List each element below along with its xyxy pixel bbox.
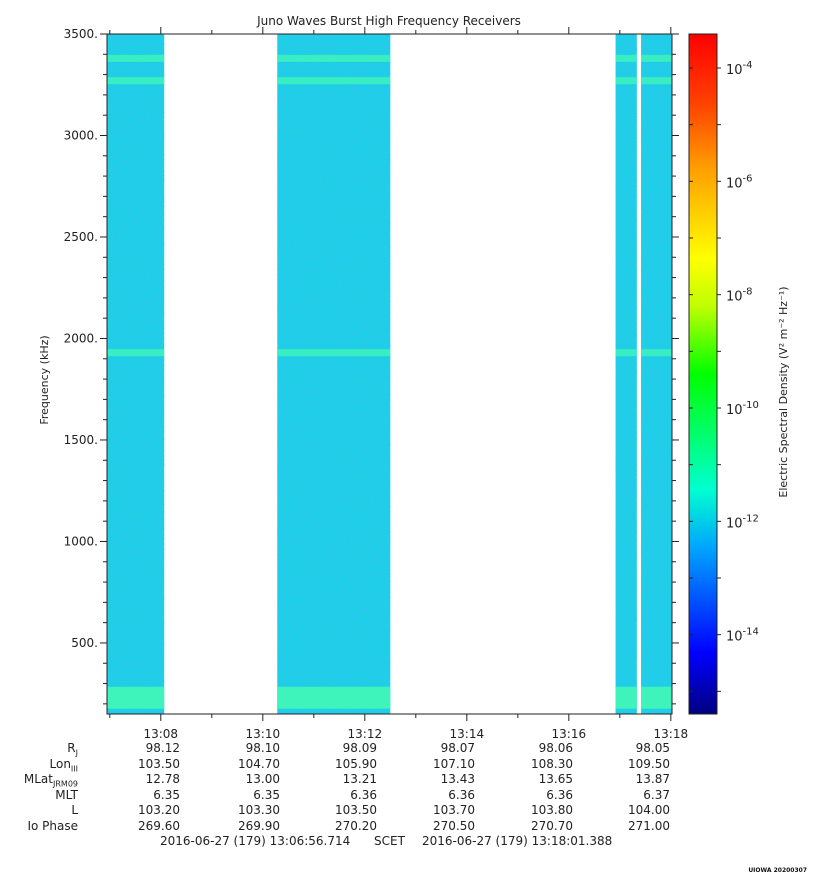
emission-band bbox=[107, 54, 165, 62]
data-block bbox=[107, 34, 165, 714]
ephemeris-label: MLatJRM09 bbox=[23, 772, 78, 789]
ephemeris-value: 6.35 bbox=[153, 787, 180, 802]
ephemeris-value: 103.30 bbox=[238, 803, 280, 817]
scet-label: SCET bbox=[374, 834, 405, 848]
emission-band bbox=[641, 54, 672, 62]
x-tick-label: 13:16 bbox=[552, 727, 587, 741]
ephemeris-label: Io Phase bbox=[27, 818, 78, 833]
colorbar-tick-label: 10-6 bbox=[726, 173, 753, 191]
x-axis: 13:08 13:10 13:12 13:14 13:16 13:18 bbox=[109, 27, 689, 741]
colorbar-label: Electric Spectral Density (V² m⁻² Hz⁻¹) bbox=[777, 286, 790, 497]
y-axis: 500. 1000. 1500. 2000. 2500. 3000. 3500. bbox=[64, 27, 679, 705]
ephemeris-value: 98.09 bbox=[342, 741, 377, 755]
ephemeris-value: 98.06 bbox=[538, 741, 573, 755]
emission-band bbox=[615, 686, 637, 709]
ephemeris-label: MLT bbox=[55, 787, 78, 802]
plot-frame bbox=[106, 33, 673, 715]
ephemeris-value: 104.00 bbox=[628, 803, 670, 817]
x-tick-label: 13:14 bbox=[450, 727, 485, 741]
ephemeris-value: 6.35 bbox=[253, 787, 280, 802]
colorbar-tick-label: 10-8 bbox=[726, 287, 753, 305]
emission-band bbox=[615, 77, 637, 85]
ephemeris-value: 13.65 bbox=[538, 772, 573, 786]
emission-band bbox=[615, 349, 637, 357]
emission-band bbox=[107, 77, 165, 85]
ephemeris-value: 103.80 bbox=[531, 803, 573, 817]
colorbar-tick-label: 10-4 bbox=[726, 60, 753, 78]
y-tick-label: 1000. bbox=[64, 534, 98, 548]
data-block bbox=[277, 34, 391, 714]
ephemeris-value: 270.70 bbox=[531, 818, 573, 833]
spectrogram-data bbox=[107, 34, 672, 714]
x-tick-label: 13:08 bbox=[143, 727, 178, 741]
colorbar-axis: 10-4 10-6 10-8 10-10 10-12 10-14 bbox=[689, 60, 759, 692]
scet-end: 2016-06-27 (179) 13:18:01.388 bbox=[422, 834, 613, 848]
emission-band bbox=[277, 77, 391, 85]
ephemeris-value: 98.12 bbox=[145, 741, 180, 755]
ephemeris-value: 104.70 bbox=[238, 756, 280, 771]
ephemeris-value: 108.30 bbox=[531, 756, 573, 771]
ephemeris-value: 6.36 bbox=[546, 787, 573, 802]
emission-band bbox=[641, 686, 672, 709]
ephemeris-value: 13.43 bbox=[440, 772, 475, 786]
ephemeris-label: RJ bbox=[67, 741, 78, 758]
ephemeris-value: 98.05 bbox=[635, 741, 670, 755]
colorbar-tick-label: 10-14 bbox=[726, 627, 759, 645]
ephemeris-value: 271.00 bbox=[628, 818, 670, 833]
y-tick-label: 500. bbox=[71, 636, 98, 650]
ephemeris-label: L bbox=[71, 803, 78, 817]
credit-label: UIOWA 20200307 bbox=[748, 867, 807, 874]
y-tick-label: 2500. bbox=[64, 230, 98, 244]
x-tick-label: 13:12 bbox=[348, 727, 383, 741]
colorbar-tick-label: 10-10 bbox=[726, 400, 759, 418]
ephemeris-value: 6.36 bbox=[350, 787, 377, 802]
emission-band bbox=[615, 54, 637, 62]
data-block bbox=[615, 34, 637, 714]
y-tick-label: 2000. bbox=[64, 331, 98, 345]
ephemeris-value: 269.60 bbox=[138, 818, 180, 833]
ephemeris-value: 105.90 bbox=[335, 756, 377, 771]
y-tick-label: 1500. bbox=[64, 433, 98, 447]
ephemeris-value: 13.00 bbox=[245, 772, 280, 786]
ephemeris-value: 269.90 bbox=[238, 818, 280, 833]
emission-band bbox=[277, 349, 391, 357]
ephemeris-value: 12.78 bbox=[145, 772, 180, 786]
y-tick-label: 3000. bbox=[64, 128, 98, 142]
x-tick-label: 13:10 bbox=[246, 727, 281, 741]
ephemeris-value: 6.37 bbox=[643, 787, 670, 802]
ephemeris-value: 103.50 bbox=[335, 803, 377, 817]
emission-band bbox=[641, 77, 672, 85]
colorbar bbox=[688, 33, 718, 715]
ephemeris-value: 98.07 bbox=[440, 741, 475, 755]
emission-band bbox=[641, 349, 672, 357]
ephemeris-value: 107.10 bbox=[433, 756, 475, 771]
scet-start: 2016-06-27 (179) 13:06:56.714 bbox=[160, 834, 351, 848]
ephemeris-value: 270.50 bbox=[433, 818, 475, 833]
ephemeris-value: 13.21 bbox=[342, 772, 377, 786]
data-block bbox=[641, 34, 672, 714]
chart-title: Juno Waves Burst High Frequency Receiver… bbox=[256, 14, 521, 28]
y-tick-label: 3500. bbox=[64, 27, 98, 41]
colorbar-tick-label: 10-12 bbox=[726, 513, 759, 531]
emission-band bbox=[277, 686, 391, 709]
emission-band bbox=[107, 686, 165, 709]
ephemeris-value: 103.50 bbox=[138, 756, 180, 771]
ephemeris-value: 109.50 bbox=[628, 756, 670, 771]
ephemeris-label: LonIII bbox=[49, 756, 79, 773]
ephemeris-value: 6.36 bbox=[448, 787, 475, 802]
ephemeris-value: 103.20 bbox=[138, 803, 180, 817]
ephemeris-value: 103.70 bbox=[433, 803, 475, 817]
emission-band bbox=[107, 349, 165, 357]
emission-band bbox=[277, 54, 391, 62]
ephemeris-value: 13.87 bbox=[635, 772, 670, 786]
x-tick-label: 13:18 bbox=[654, 727, 689, 741]
y-axis-label: Frequency (kHz) bbox=[38, 335, 51, 424]
ephemeris-value: 270.20 bbox=[335, 818, 377, 833]
ephemeris-value: 98.10 bbox=[245, 741, 280, 755]
